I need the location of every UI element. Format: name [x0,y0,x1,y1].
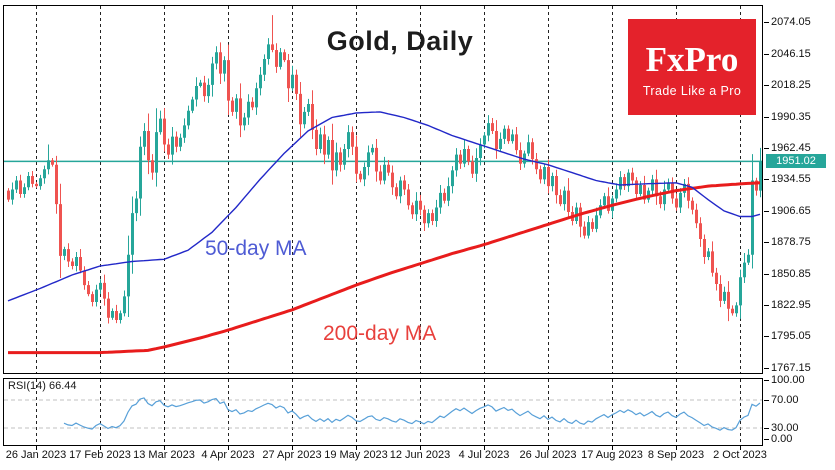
rsi-axis-tick [764,428,769,429]
price-axis-tick [764,85,769,87]
price-axis-label: 2074.05 [771,16,811,29]
price-axis-tick [764,22,769,24]
time-axis-label: 8 Sep 2023 [647,449,705,461]
time-axis-tick [548,446,549,450]
price-axis-tick [764,273,769,275]
time-axis-tick [228,446,229,450]
price-axis-label: 2046.15 [771,47,811,60]
price-axis-tick [764,116,769,118]
time-axis-label: 27 Apr 2023 [262,449,322,461]
price-axis-label: 1962.45 [771,142,811,154]
time-axis-label: 19 May 2023 [324,449,388,461]
brand-logo-tagline: Trade Like a Pro [642,84,742,98]
time-axis-tick [676,446,677,450]
price-axis-label: 1934.55 [771,173,811,186]
time-axis-tick [164,446,165,450]
time-axis-tick [612,446,613,450]
price-axis-label: 2018.25 [771,79,811,92]
price-axis-tick [764,304,769,306]
price-axis-label: 1767.15 [771,361,811,374]
price-axis-label: 1990.35 [771,110,811,123]
time-axis-label: 26 Jan 2023 [5,449,67,461]
rsi-axis-tick [764,439,769,440]
ma50-label: 50-day MA [205,237,307,260]
price-axis-tick [764,53,769,55]
price-axis-tick [764,367,769,369]
rsi-axis-label: 30.00 [771,422,799,434]
chart-title: Gold, Daily [326,26,474,56]
time-axis-label: 17 Aug 2023 [581,449,643,461]
rsi-line [63,397,761,431]
price-axis-tick [764,242,769,244]
time-axis-label: 4 Jul 2023 [458,449,510,461]
rsi-canvas[interactable] [3,378,763,446]
time-axis-label: 2 Oct 2023 [713,449,767,461]
price-axis-label: 1906.65 [771,204,811,217]
price-axis-tick [764,148,769,149]
price-axis-tick [764,179,769,181]
rsi-axis-tick [764,400,769,401]
brand-logo: FxPro Trade Like a Pro [628,19,756,115]
rsi-axis-label: 100.00 [771,374,805,386]
brand-logo-name: FxPro [645,40,739,79]
time-axis-tick [420,446,421,450]
rsi-axis-label: 0.00 [771,433,793,445]
time-axis-label: 4 Apr 2023 [201,449,255,461]
time-axis-tick [740,446,741,450]
price-chart-canvas[interactable] [3,5,763,374]
time-axis-label: 17 Feb 2023 [69,449,131,461]
rsi-value-label: RSI(14) 66.44 [8,380,77,392]
rsi-axis-tick [764,380,769,381]
time-axis-tick [484,446,485,450]
time-axis-label: 12 Jun 2023 [389,449,451,461]
time-axis-tick [36,446,37,450]
rsi-axis-label: 70.00 [771,394,799,406]
ma50-line [7,111,761,302]
time-axis-tick [356,446,357,450]
price-axis-label: 1822.95 [771,298,811,311]
time-axis-label: 26 Jul 2023 [519,449,577,461]
price-axis-label: 1878.75 [771,236,811,249]
rsi-indicator-panel[interactable] [3,378,763,446]
price-axis-tick [764,210,769,212]
ma200-label: 200-day MA [323,322,437,345]
time-axis-label: 13 Mar 2023 [133,449,195,461]
time-axis-tick [100,446,101,450]
price-axis-label: 1795.05 [771,330,811,343]
time-axis-tick [292,446,293,450]
current-price-label: 1951.02 [766,154,826,169]
ma200-line [8,181,761,355]
price-axis-tick [764,336,769,338]
price-axis-label: 1850.85 [771,267,811,280]
